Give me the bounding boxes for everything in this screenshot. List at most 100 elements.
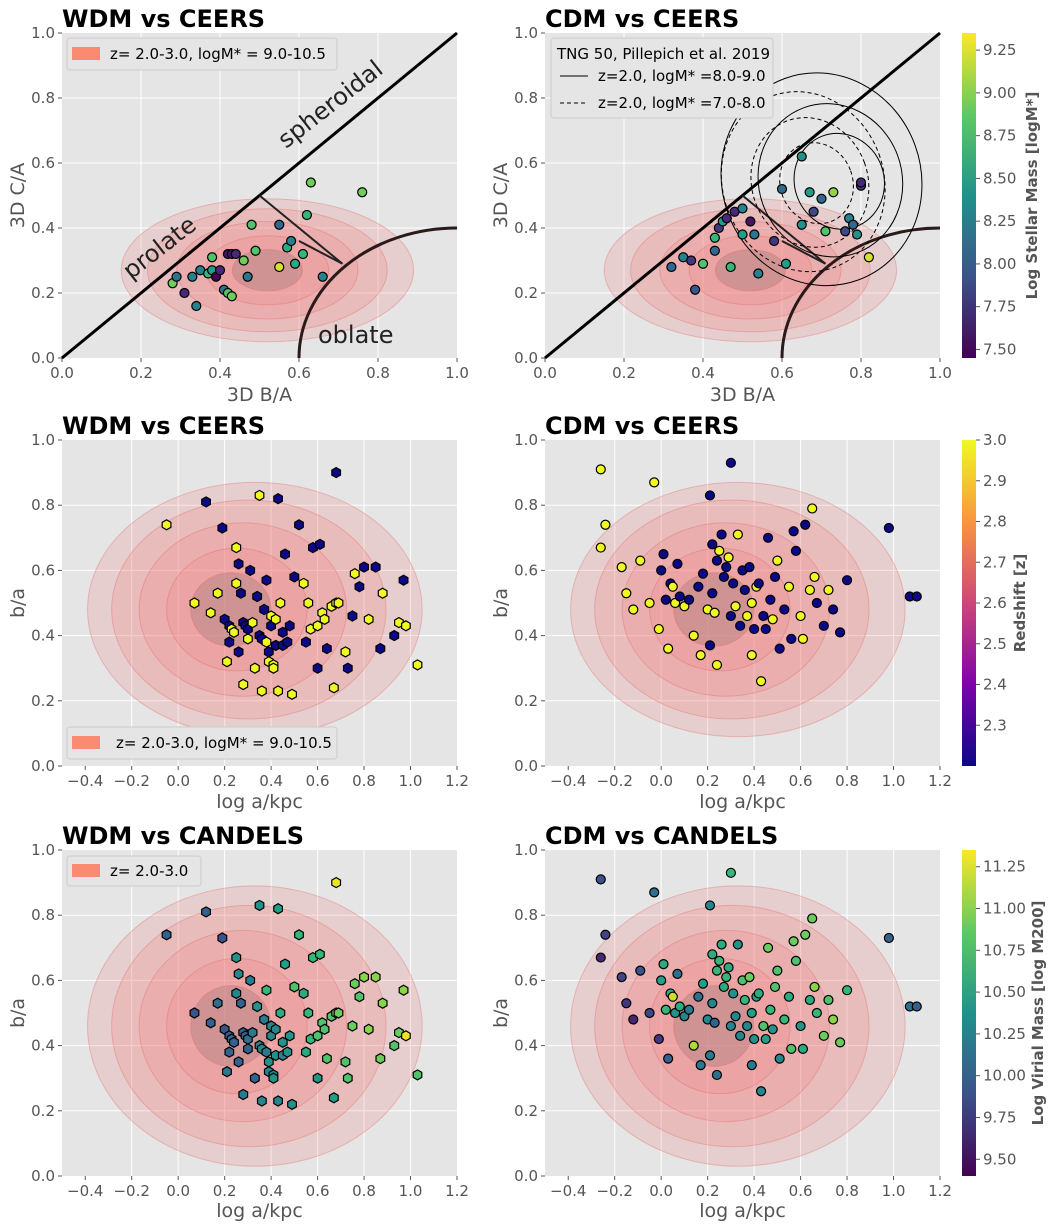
data-point xyxy=(660,594,671,605)
x-tick-label: 1.2 xyxy=(445,772,469,790)
x-tick-label: −0.2 xyxy=(596,1182,632,1200)
data-point xyxy=(760,623,771,635)
data-point xyxy=(737,203,748,214)
data-point xyxy=(828,604,839,615)
spheroid-boundary xyxy=(741,194,827,265)
data-point xyxy=(233,646,244,658)
colorbar-tick-label: 8.25 xyxy=(983,212,1016,230)
data-point xyxy=(231,987,242,1000)
x-axis-label: log a/kpc xyxy=(699,791,786,813)
y-tick-label: 0.2 xyxy=(31,284,55,302)
y-tick-label: 1.0 xyxy=(31,841,55,859)
data-point xyxy=(280,958,290,970)
data-point xyxy=(233,558,244,570)
data-point xyxy=(796,219,807,230)
data-point xyxy=(689,284,701,295)
y-tick-label: 0.6 xyxy=(31,561,55,579)
colorbar-tick-label: 11.25 xyxy=(983,858,1026,876)
data-point xyxy=(809,571,820,583)
data-point xyxy=(816,193,827,204)
panel-title: CDM vs CANDELS xyxy=(545,822,778,850)
panel-wdm-vs-candels: WDM vs CANDELS −0.4 −0.2 0.0 0.2 0.4 0.6 0.8 1.… xyxy=(7,822,469,1222)
data-point xyxy=(229,1036,239,1048)
data-point xyxy=(247,1026,258,1039)
x-tick-label: 1.2 xyxy=(928,772,952,790)
data-point xyxy=(401,620,411,632)
y-axis-label: b/a xyxy=(7,588,29,618)
x-tick-label: 0.0 xyxy=(533,364,557,382)
data-point xyxy=(725,867,736,878)
scatter-points xyxy=(167,177,368,312)
x-tick-label: 0.6 xyxy=(306,772,330,790)
data-point xyxy=(282,1046,293,1058)
data-point xyxy=(744,562,755,573)
data-point xyxy=(746,1007,757,1019)
data-point xyxy=(217,522,228,534)
data-point xyxy=(742,610,753,622)
legend-label: z= 2.0-3.0 xyxy=(110,862,188,880)
data-point xyxy=(259,603,270,616)
data-point xyxy=(704,900,716,911)
data-point xyxy=(412,659,423,671)
x-tick-label: 0.8 xyxy=(352,1182,376,1200)
data-point xyxy=(303,1007,314,1019)
x-tick-label: −0.2 xyxy=(113,1182,149,1200)
x-tick-label: 0.0 xyxy=(166,1182,190,1200)
x-tick-label: 0.4 xyxy=(208,364,232,382)
x-tick-label: −0.4 xyxy=(67,1182,103,1200)
data-point xyxy=(737,229,748,240)
data-point xyxy=(742,1020,753,1032)
data-point xyxy=(786,633,797,644)
kde-contours xyxy=(87,481,423,738)
data-point xyxy=(298,987,309,1000)
data-point xyxy=(746,650,757,661)
colorbar-virial-mass: 9.50 9.75 10.00 10.25 10.50 10.75 11.00 11.25 L… xyxy=(962,850,1047,1176)
data-point xyxy=(189,1007,200,1019)
data-point xyxy=(711,965,723,976)
y-tick-label: 0.8 xyxy=(514,496,538,514)
y-tick-label: 0.6 xyxy=(514,561,538,579)
panel-title: CDM vs CEERS xyxy=(545,5,739,33)
legend: z= 2.0-3.0, logM* = 9.0-10.5 xyxy=(66,726,338,760)
colorbar-tick-label: 10.00 xyxy=(983,1067,1026,1085)
data-point xyxy=(911,591,922,602)
x-tick-label: 1.2 xyxy=(928,1182,952,1200)
y-tick-label: 0.6 xyxy=(31,154,55,172)
data-point xyxy=(270,613,281,625)
data-point xyxy=(628,1014,639,1025)
axis-ticks: −0.4 −0.2 0.0 0.2 0.4 0.6 0.8 1.0 1.2 0.0 0.2 0.4 0.… xyxy=(31,841,469,1200)
y-tick-label: 0.4 xyxy=(31,627,55,645)
data-point xyxy=(274,219,285,230)
data-point xyxy=(628,604,639,615)
colorbar-tick-label: 2.7 xyxy=(983,553,1007,571)
data-point xyxy=(693,581,704,592)
colorbar-tick-label: 8.00 xyxy=(983,255,1016,273)
data-point xyxy=(746,597,757,609)
data-point xyxy=(282,636,293,648)
data-point xyxy=(595,874,606,885)
data-point xyxy=(709,232,720,243)
data-point xyxy=(287,1098,297,1110)
data-point xyxy=(644,597,655,609)
data-point xyxy=(359,561,369,573)
data-point xyxy=(807,503,818,514)
data-point xyxy=(328,682,339,694)
data-point xyxy=(683,1004,695,1015)
colorbar-gradient xyxy=(962,440,976,766)
legend-label-dashed: z=2.0, logM* =7.0-8.0 xyxy=(598,94,766,112)
data-point xyxy=(772,965,783,976)
data-point xyxy=(758,1020,769,1032)
data-point xyxy=(252,590,263,603)
kde-level-5 xyxy=(714,249,786,292)
data-point xyxy=(674,1001,685,1012)
data-point xyxy=(767,614,778,625)
y-tick-label: 0.0 xyxy=(31,757,55,775)
data-point xyxy=(214,265,226,276)
data-point xyxy=(247,616,258,629)
x-axis-label: log a/kpc xyxy=(699,1200,786,1222)
y-tick-label: 0.0 xyxy=(31,349,55,367)
data-point xyxy=(788,526,799,537)
x-tick-label: 0.4 xyxy=(259,772,283,790)
colorbar-tick-label: 10.75 xyxy=(983,941,1026,959)
kde-level-1 xyxy=(570,885,906,1167)
